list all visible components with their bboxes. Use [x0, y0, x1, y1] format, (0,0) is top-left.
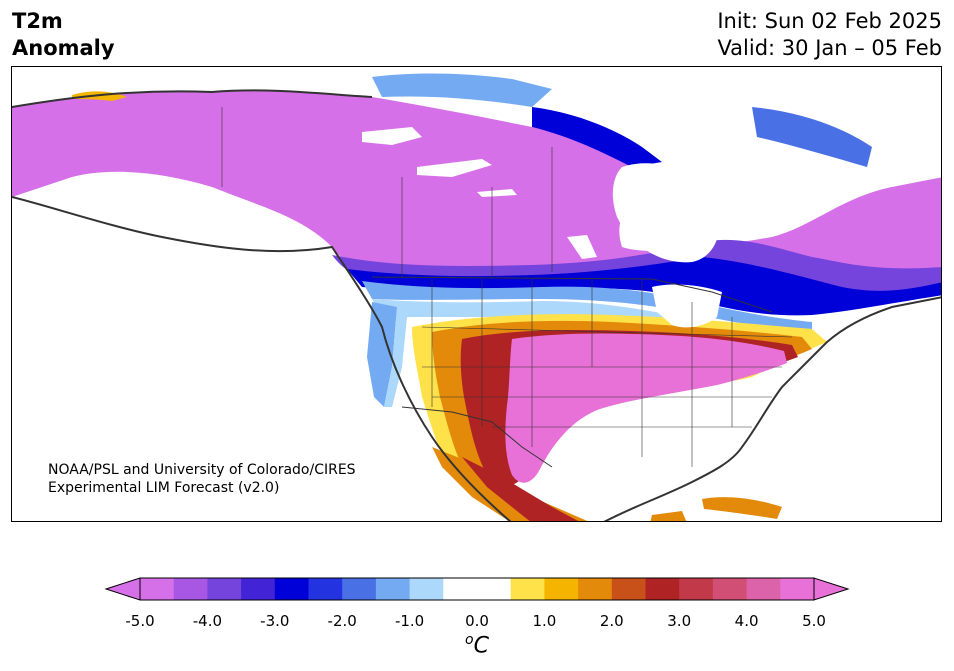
- colorbar-segment: [173, 578, 208, 600]
- west-coast-cold: [367, 302, 397, 407]
- lake-winnipeg: [567, 235, 597, 259]
- colorbar-segment: [241, 578, 276, 600]
- mexico-red: [462, 457, 579, 521]
- great-lakes: [652, 284, 722, 328]
- colorbar-tick-label: 1.0: [532, 612, 557, 630]
- colorbar-tick-label: -5.0: [125, 612, 155, 630]
- colorbar-segment: [477, 578, 512, 600]
- yucatan-warm: [650, 511, 687, 521]
- west-coast-pale: [384, 307, 407, 407]
- valid-range: Valid: 30 Jan – 05 Feb: [717, 36, 942, 60]
- colorbar-segments: [140, 578, 815, 600]
- unit-letter: C: [473, 633, 489, 659]
- us-canada-border: [371, 276, 773, 313]
- blue-band: [347, 257, 941, 316]
- colorbar-segment: [510, 578, 545, 600]
- colorbar-segment: [712, 578, 748, 600]
- hudson-bay: [612, 163, 720, 263]
- colorbar-segment: [746, 578, 781, 600]
- colorbar-segment: [645, 578, 680, 600]
- northeast-cold: [532, 107, 662, 167]
- credit-line-1: NOAA/PSL and University of Colorado/CIRE…: [48, 462, 356, 478]
- map-canvas: [12, 73, 941, 521]
- great-slave-lake: [417, 159, 492, 177]
- colorbar-tick-label: -4.0: [192, 612, 223, 630]
- colorbar-tick-label: 4.0: [734, 612, 759, 630]
- colorbar-segment: [578, 578, 613, 600]
- state-borders: [221, 107, 793, 467]
- colorbar-tick-label: 0.0: [465, 612, 489, 630]
- credit-line-2: Experimental LIM Forecast (v2.0): [48, 480, 280, 496]
- hudson-cold: [372, 73, 552, 107]
- us-mexico-border: [401, 406, 553, 468]
- colorbar-tick-label: 2.0: [599, 612, 624, 630]
- cuba-warm: [702, 497, 782, 519]
- map-title: T2m Anomaly: [12, 8, 115, 62]
- light-blue-band: [362, 281, 812, 329]
- colorbar-segment: [679, 578, 714, 600]
- colorbar-segment: [207, 578, 242, 600]
- colorbar-tick-label: 3.0: [667, 612, 692, 630]
- coastline: [12, 89, 941, 521]
- great-bear-lake: [362, 127, 422, 145]
- colorbar-segment: [780, 578, 815, 600]
- colorbar-segment: [544, 578, 579, 600]
- unit-degree: o: [465, 632, 474, 648]
- colorbar-tick-label: 5.0: [802, 612, 826, 630]
- colorbar-segment: [140, 578, 175, 600]
- colorbar-tick-label: -2.0: [327, 612, 357, 630]
- colorbar-segment: [443, 578, 478, 600]
- colorbar: [104, 577, 850, 601]
- colorbar-unit: oC: [465, 632, 489, 658]
- colorbar-tick-label: -1.0: [394, 612, 425, 630]
- colorbar-segment: [308, 578, 343, 600]
- colorbar-segment: [342, 578, 377, 600]
- colorbar-segment: [375, 578, 411, 600]
- colorbar-segment: [409, 578, 444, 600]
- labrador-cold: [752, 107, 872, 167]
- warm-pink: [505, 333, 787, 483]
- forecast-dates: Init: Sun 02 Feb 2025 Valid: 30 Jan – 05…: [717, 8, 942, 62]
- anomaly-map: [11, 66, 942, 522]
- credit-text: NOAA/PSL and University of Colorado/CIRE…: [48, 461, 356, 497]
- colorbar-right-arrow: [813, 577, 850, 601]
- title-line-2: Anomaly: [12, 36, 115, 60]
- title-line-1: T2m: [12, 9, 63, 33]
- colorbar-left-arrow: [104, 577, 141, 601]
- init-date: Init: Sun 02 Feb 2025: [717, 9, 942, 33]
- colorbar-segment: [274, 578, 309, 600]
- colorbar-tick-label: -3.0: [260, 612, 290, 630]
- colorbar-segment: [611, 578, 646, 600]
- athabasca-lake: [477, 189, 517, 197]
- colorbar-frame: [139, 577, 815, 601]
